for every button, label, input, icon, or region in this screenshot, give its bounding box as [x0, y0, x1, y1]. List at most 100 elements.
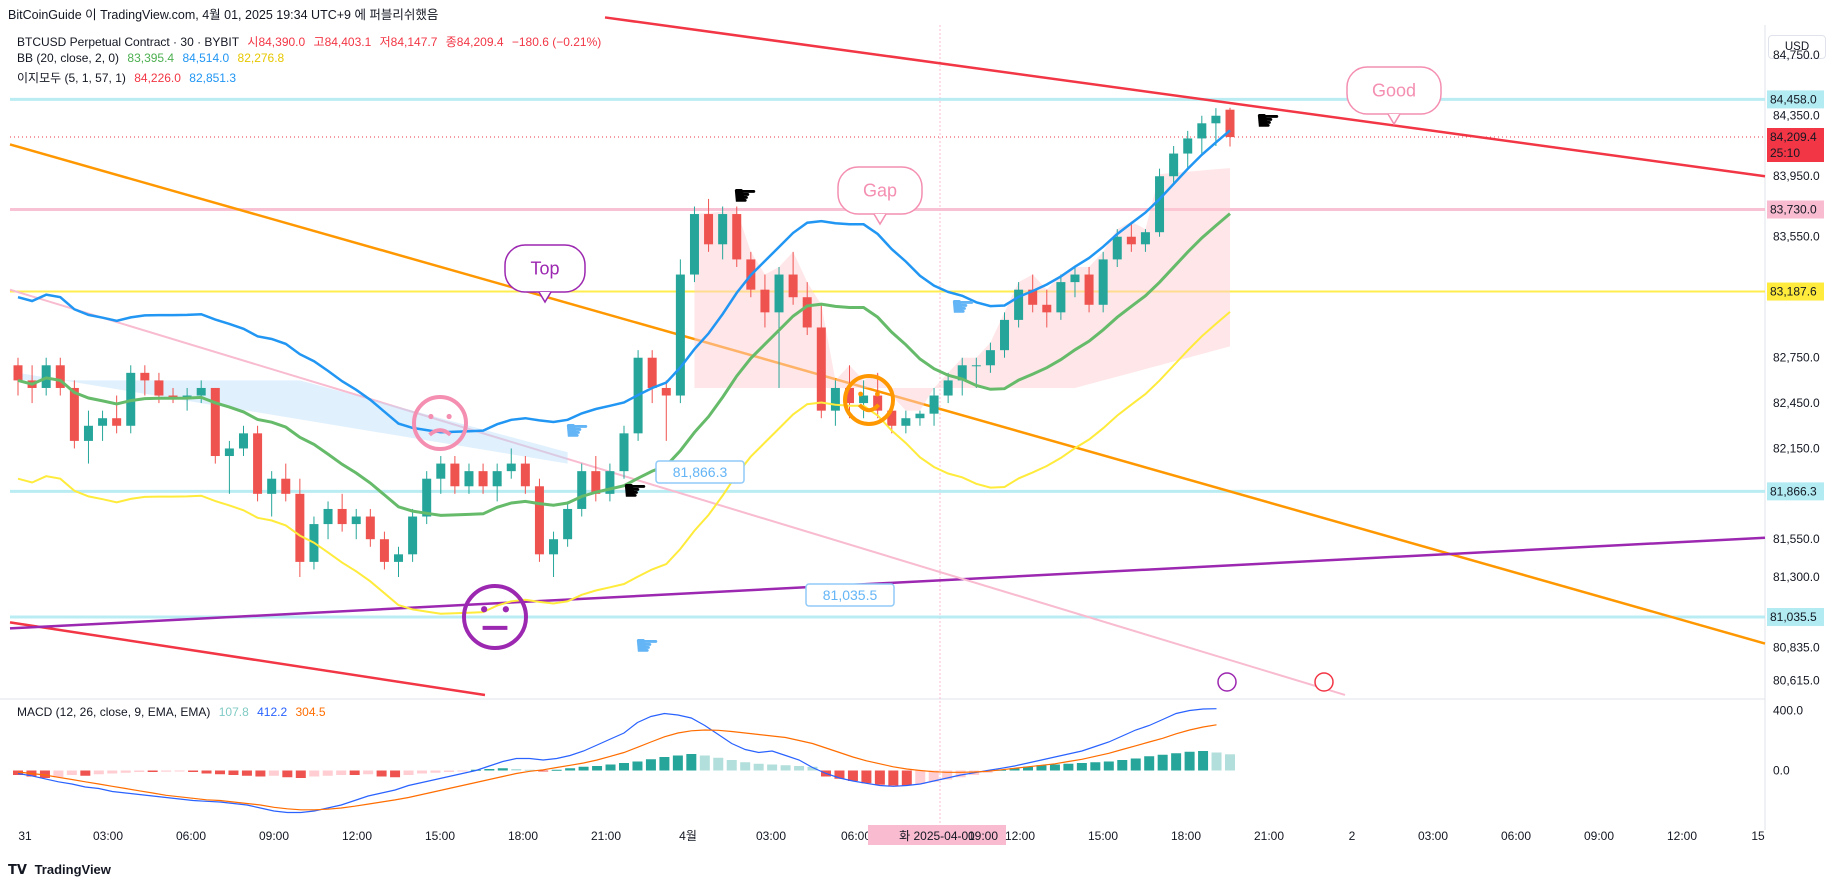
tradingview-logo-icon: 𝗧𝗩 [8, 862, 27, 877]
macd-histogram-bar [484, 769, 495, 771]
candle-body [844, 387, 854, 404]
currency-selector[interactable]: USD [1768, 35, 1826, 59]
price-axis-tick: 83,950.0 [1773, 169, 1820, 183]
macd-histogram-bar [1063, 763, 1074, 771]
macd-axis-tick: 400.0 [1773, 704, 1803, 718]
candle-body [337, 508, 347, 525]
candle-body [1056, 282, 1066, 313]
macd-histogram-bar [13, 770, 23, 775]
macd-histogram-bar [80, 770, 91, 776]
ichi-a-value: 84,226.0 [134, 71, 181, 85]
candle-body [1014, 289, 1024, 320]
candle-body [365, 516, 375, 540]
macd-histogram-bar [672, 755, 683, 771]
macd-histogram-bar [1130, 758, 1141, 771]
macd-histogram-bar [1076, 763, 1087, 771]
candle-body [788, 274, 798, 298]
macd-histogram-bar [107, 770, 118, 774]
annotation-top-text: Top [530, 259, 559, 279]
pink-trendline [9, 288, 1346, 696]
symbol-name[interactable]: BTCUSD Perpetual Contract · 30 · BYBIT [17, 35, 240, 49]
macd-histogram-bar [1225, 754, 1235, 771]
candle-body [661, 387, 671, 396]
annotation-good-tail [1387, 113, 1401, 126]
macd-histogram-bar [659, 757, 670, 771]
macd-label[interactable]: MACD (12, 26, close, 9, EMA, EMA) [17, 705, 211, 719]
pointing-hand-icon: ☛ [622, 475, 647, 506]
neutral-face-icon-eye [502, 606, 509, 613]
neutral-face-icon-outline [462, 584, 528, 650]
time-axis-tick: 4월 [679, 829, 697, 843]
macd-histogram-bar [363, 770, 374, 775]
annotation-gap-tail [873, 213, 887, 226]
macd-histogram-bar [551, 769, 562, 771]
candle-body [760, 289, 770, 313]
candle-body [957, 365, 967, 381]
bb-upper-value: 84,514.0 [182, 51, 230, 65]
sad-face-icon-outline [412, 395, 468, 451]
macd-histogram-bar [228, 770, 239, 775]
macd-histogram-bar [349, 770, 360, 775]
bb-upper-line [17, 129, 1231, 434]
candle-body [1225, 109, 1235, 138]
macd-histogram-bar [403, 770, 414, 775]
cloud-fill-pink [694, 168, 1230, 411]
time-axis-tick: 06:00 [176, 829, 206, 843]
macd-histogram-bar [53, 770, 64, 778]
price-label-tag [1767, 608, 1824, 627]
bb-label[interactable]: BB (20, close, 2, 0) [17, 51, 120, 65]
sad-face-icon-eye [428, 413, 434, 420]
macd-histogram-bar [336, 770, 347, 775]
macd-histogram-bar [1117, 760, 1128, 771]
candle-body [619, 433, 629, 472]
candle-body [351, 516, 361, 525]
price-axis-tick: 82,450.0 [1773, 396, 1820, 410]
candle-body [55, 365, 65, 388]
macd-histogram-bar [726, 760, 737, 771]
ichi-label[interactable]: 이지모두 (5, 1, 57, 1) [17, 71, 126, 85]
pointing-hand-icon: ☛ [564, 415, 589, 446]
macd-histogram-bar [955, 770, 966, 778]
candle-body [464, 471, 474, 487]
candle-body [718, 214, 728, 245]
candle-body [1112, 236, 1122, 260]
macd-histogram-bar [524, 769, 535, 771]
macd-histogram-bar [430, 770, 441, 773]
candle-body [422, 478, 432, 517]
candle-body [436, 463, 446, 479]
macd-histogram-bar [632, 761, 643, 771]
tradingview-footer[interactable]: 𝗧𝗩 TradingView [8, 862, 111, 878]
macd-histogram-bar [538, 770, 549, 772]
candle-body [478, 471, 488, 487]
time-axis-tick: 15:00 [425, 829, 455, 843]
macd-axis-tick: 0.0 [1773, 764, 1790, 778]
price-label-text: 84,458.0 [1770, 92, 1817, 106]
macd-histogram-bar [767, 764, 778, 771]
macd-histogram-bar [592, 766, 603, 771]
candle-body [534, 486, 544, 555]
time-axis-tick: 15 [1751, 829, 1765, 843]
annotation-price-81866: 81,866.3 [655, 460, 745, 484]
candle-body [901, 418, 911, 426]
price-axis-tick: 80,615.0 [1773, 674, 1820, 688]
price-label-text: 81,866.3 [1770, 484, 1817, 498]
happy-face-icon-outline [843, 374, 895, 426]
candle-body [281, 478, 291, 494]
price-label-tag [1767, 90, 1824, 109]
macd-hist-value: 107.8 [218, 705, 249, 719]
annotation-gap-text: Gap [863, 181, 897, 201]
time-axis-tick: 12:00 [1005, 829, 1035, 843]
close-value: 종84,209.4 [445, 35, 504, 49]
price-axis-tick: 84,350.0 [1773, 109, 1820, 123]
macd-histogram-bar [201, 770, 212, 774]
red-trendline-lower [9, 621, 486, 697]
macd-line-value: 412.2 [257, 705, 288, 719]
time-axis-tick: 15:00 [1088, 829, 1118, 843]
candle-body [1070, 274, 1080, 283]
orange-trendline [9, 143, 1766, 645]
low-value: 저84,147.7 [379, 35, 438, 49]
annotation-price-81866-box [655, 460, 745, 484]
candle-body [943, 380, 953, 396]
price-axis-tick: 82,750.0 [1773, 351, 1820, 365]
